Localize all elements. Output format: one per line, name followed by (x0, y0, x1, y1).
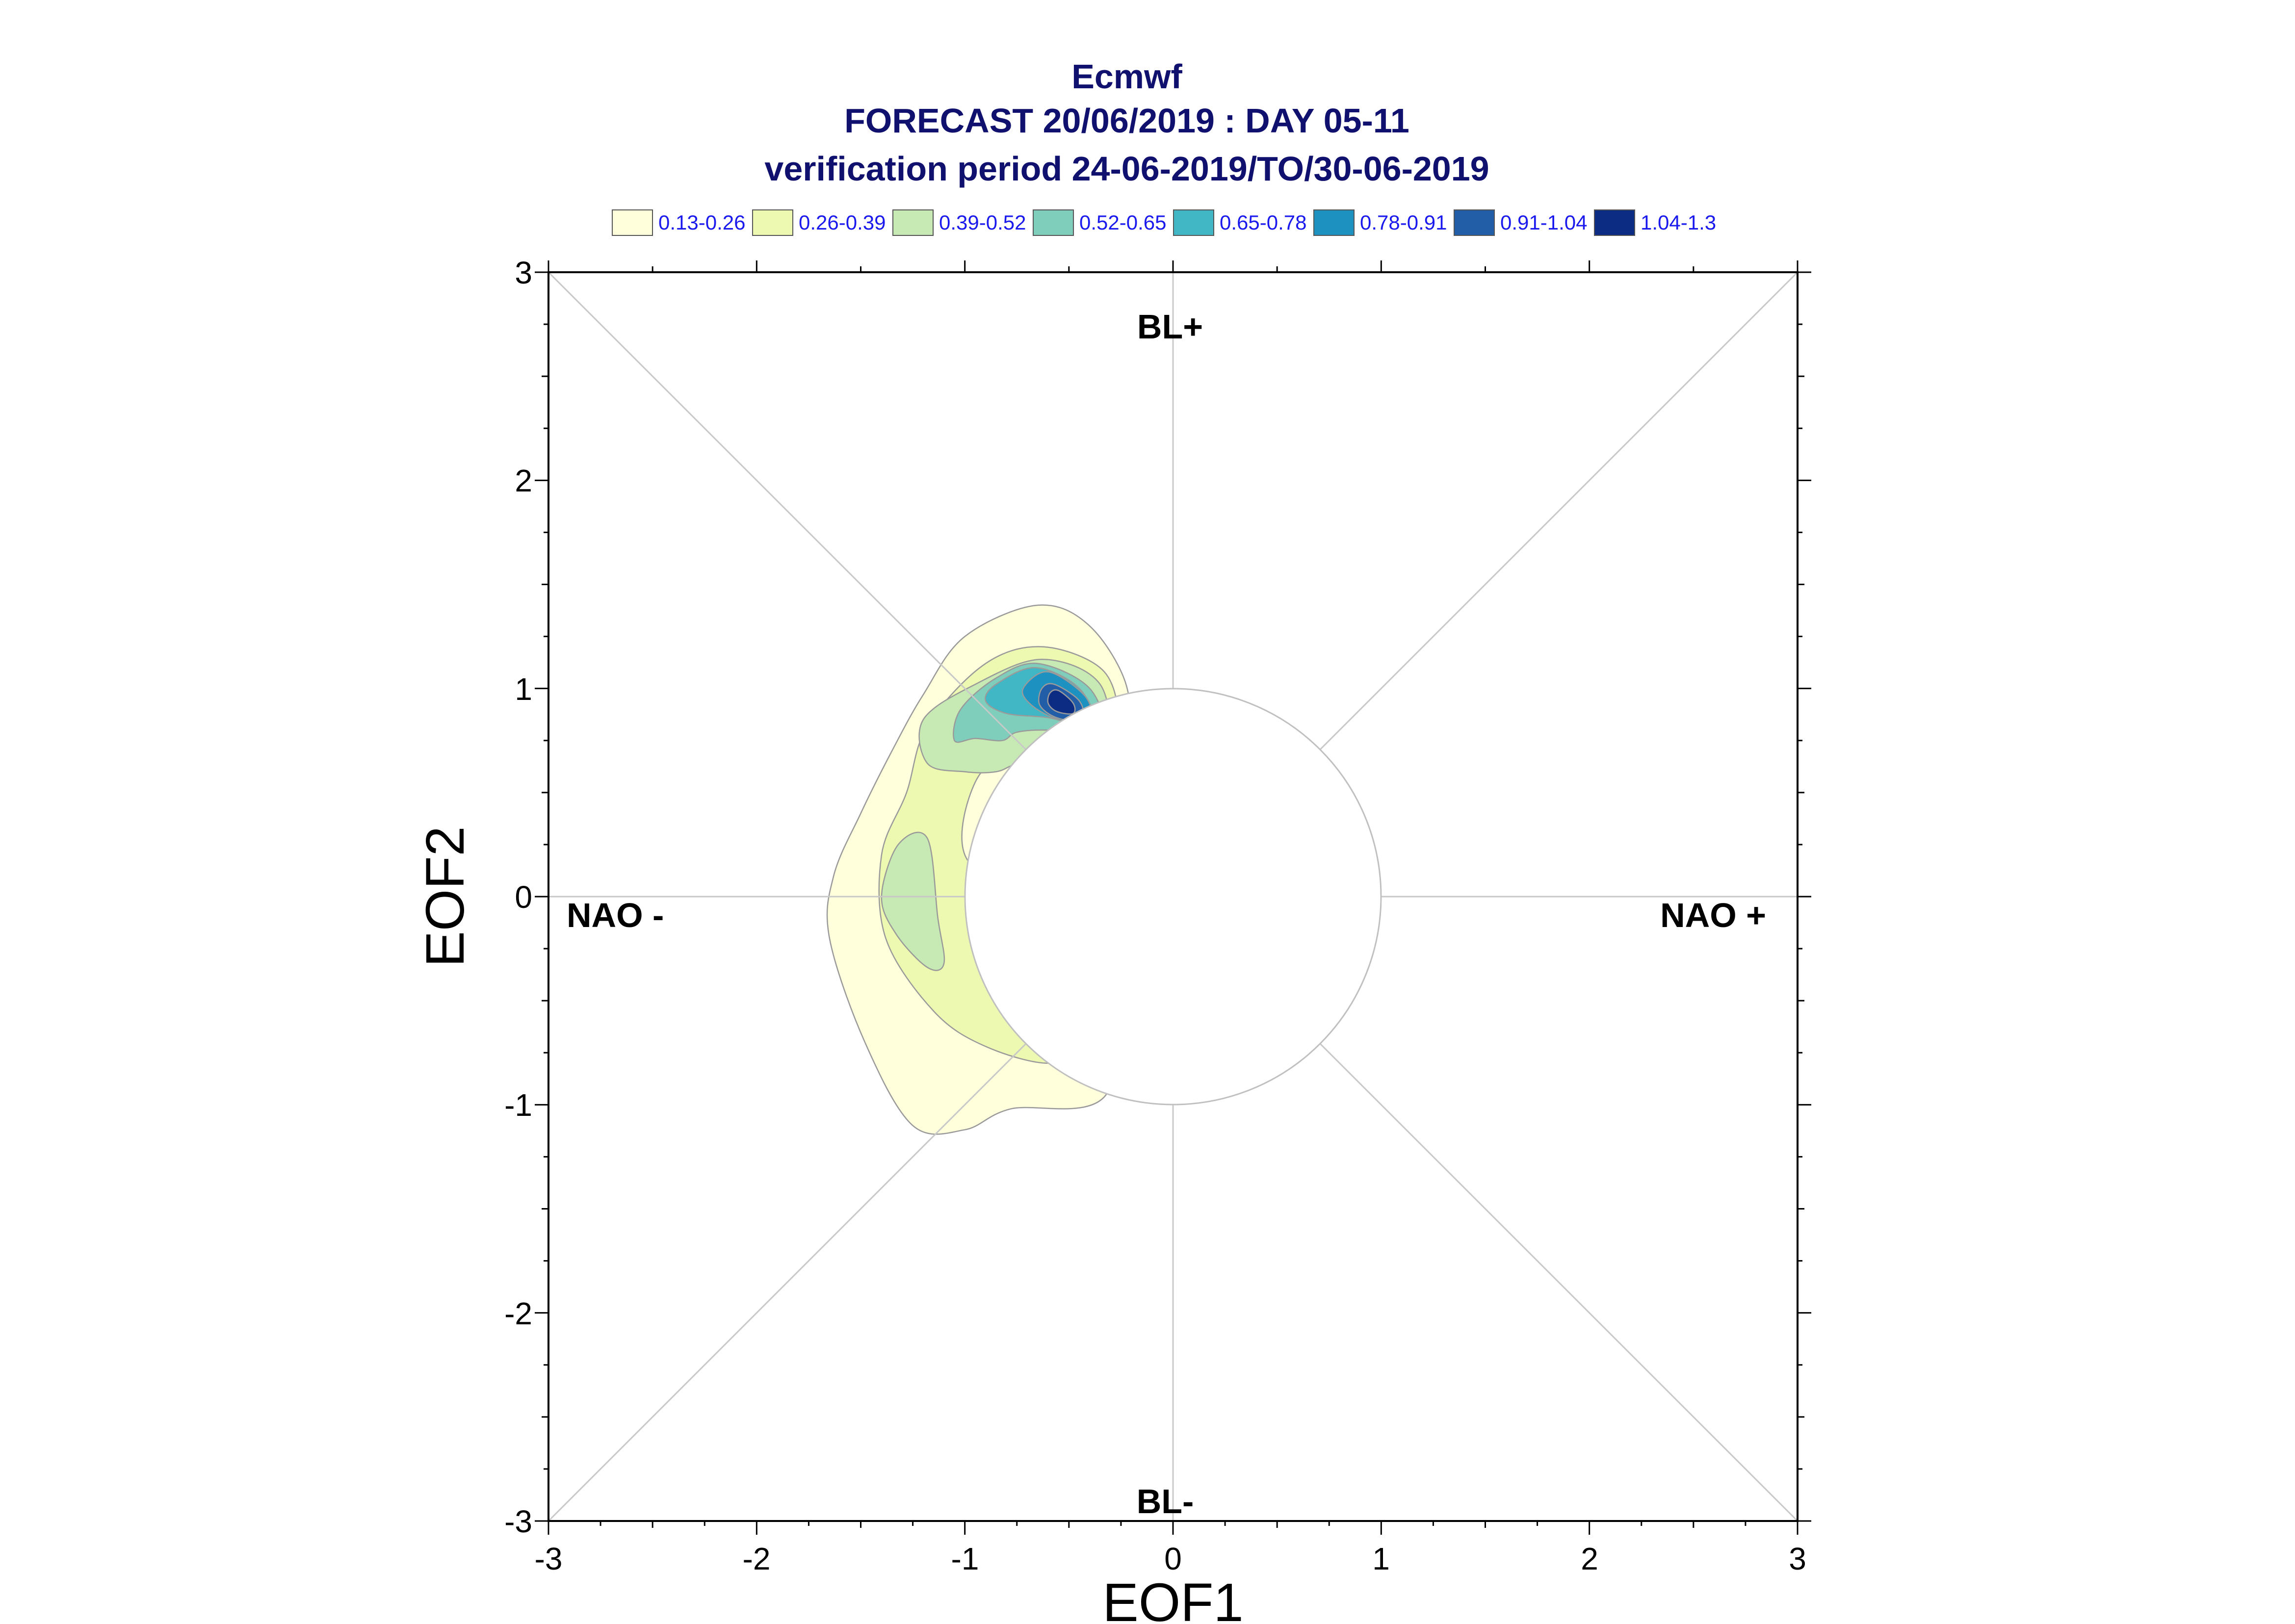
x-tick-label: 3 (1789, 1541, 1806, 1576)
legend-label: 1.04-1.3 (1641, 211, 1716, 234)
legend-swatch (1033, 209, 1074, 236)
legend-swatch (1454, 209, 1495, 236)
title-line-1: Ecmwf (1071, 57, 1182, 96)
regime-label-bl-plus: BL+ (1137, 308, 1203, 346)
y-tick-label: 2 (515, 463, 532, 498)
x-tick-label: -2 (743, 1541, 771, 1576)
legend-swatch (892, 209, 934, 236)
y-axis-title: EOF2 (415, 826, 475, 967)
regime-label-nao-minus: NAO - (567, 896, 664, 934)
title-line-3: verification period 24-06-2019/TO/30-06-… (764, 150, 1489, 188)
y-tick-label: -1 (504, 1087, 532, 1123)
legend-swatch (752, 209, 793, 236)
x-tick-label: 1 (1372, 1541, 1390, 1576)
axis-ticks (535, 260, 1811, 1535)
x-axis-title: EOF1 (1102, 1572, 1243, 1624)
x-tick-labels: -3 -2 -1 0 1 2 3 (535, 1541, 1806, 1576)
density-contour-level-3 (881, 832, 945, 971)
y-tick-labels: -3 -2 -1 0 1 2 3 (504, 255, 532, 1539)
legend-label: 0.13-0.26 (658, 211, 745, 234)
y-tick-label: -2 (504, 1296, 532, 1331)
chart-title: Ecmwf FORECAST 20/06/2019 : DAY 05-11 ve… (764, 57, 1489, 188)
regime-label-nao-plus: NAO + (1660, 896, 1766, 934)
legend-label: 0.78-0.91 (1360, 211, 1447, 234)
y-tick-label: 0 (515, 879, 532, 915)
legend-label: 0.26-0.39 (799, 211, 886, 234)
x-tick-label: 0 (1164, 1541, 1182, 1576)
legend-swatch (612, 209, 653, 236)
title-line-2: FORECAST 20/06/2019 : DAY 05-11 (844, 102, 1409, 140)
regime-label-bl-minus: BL- (1137, 1482, 1194, 1521)
legend-swatch (1173, 209, 1214, 236)
x-tick-label: 2 (1581, 1541, 1598, 1576)
legend: 0.13-0.26 0.26-0.39 0.39-0.52 0.52-0.65 0.65… (612, 209, 1716, 236)
y-tick-label: -3 (504, 1504, 532, 1539)
legend-label: 0.65-0.78 (1220, 211, 1306, 234)
y-tick-label: 1 (515, 671, 532, 707)
legend-label: 0.39-0.52 (939, 211, 1026, 234)
y-tick-label: 3 (515, 255, 532, 290)
legend-swatch (1594, 209, 1635, 236)
legend-label: 0.52-0.65 (1079, 211, 1166, 234)
density-contour-level-8 (1047, 689, 1076, 715)
x-tick-label: -3 (535, 1541, 563, 1576)
legend-label: 0.91-1.04 (1500, 211, 1587, 234)
legend-swatch (1313, 209, 1355, 236)
unit-circle (964, 688, 1382, 1106)
x-tick-label: -1 (951, 1541, 979, 1576)
